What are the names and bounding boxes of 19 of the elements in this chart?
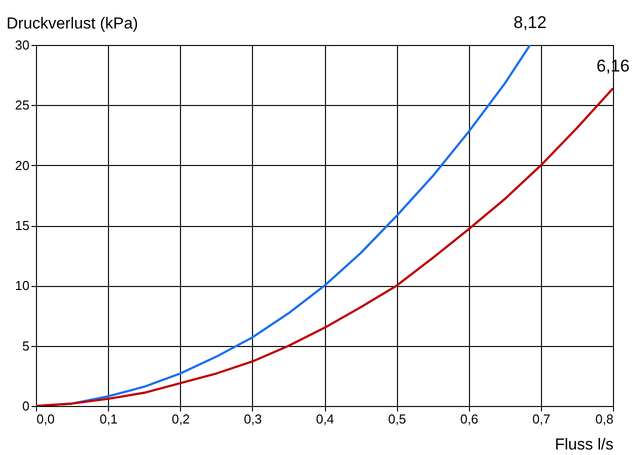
x-tick-label: 0,0 bbox=[36, 412, 55, 426]
x-tick-label: 0,7 bbox=[532, 412, 550, 426]
y-tick-label: 10 bbox=[15, 278, 30, 294]
x-tick-label: 0,1 bbox=[100, 412, 118, 426]
y-tick-label: 30 bbox=[15, 38, 30, 52]
x-tick-label: 0,4 bbox=[316, 412, 334, 426]
x-tick-label: 0,2 bbox=[172, 412, 190, 426]
x-tick-label: 0,5 bbox=[388, 412, 406, 426]
y-axis-title: Druckverlust (kPa) bbox=[6, 16, 138, 32]
x-axis-title: Fluss l/s bbox=[554, 436, 614, 454]
y-tick-label: 20 bbox=[15, 158, 30, 173]
y-tick-label: 15 bbox=[15, 218, 30, 233]
x-tick-label: 0,3 bbox=[244, 412, 262, 426]
x-tick-label: 0,6 bbox=[460, 412, 478, 426]
y-tick-label: 25 bbox=[15, 98, 30, 113]
y-tick-label: 5 bbox=[22, 338, 30, 354]
x-tick-label: 0,8 bbox=[595, 412, 614, 426]
series-label: 8,12 bbox=[514, 13, 547, 32]
y-tick-label: 0 bbox=[22, 398, 30, 414]
